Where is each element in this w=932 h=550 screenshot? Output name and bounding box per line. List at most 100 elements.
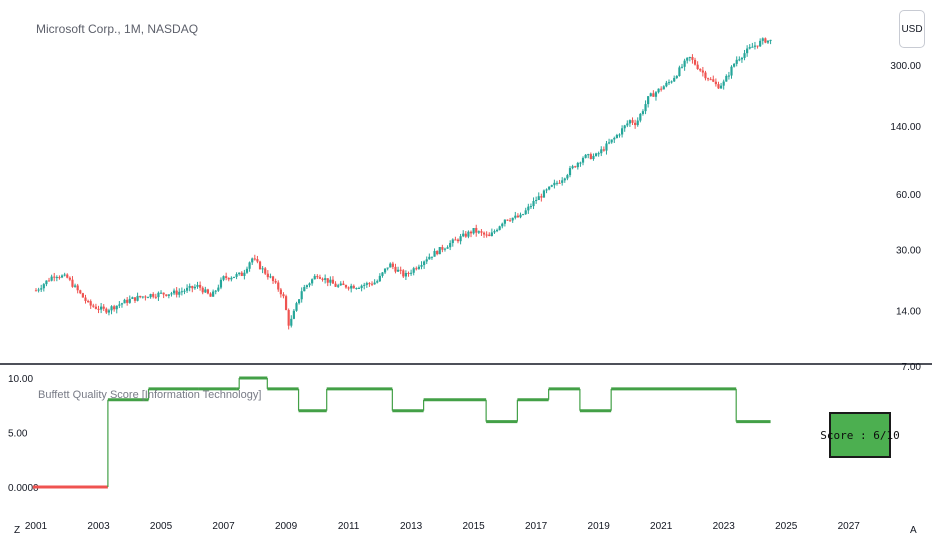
candle-body — [555, 182, 559, 184]
price-tick-label: 140.00 — [890, 122, 921, 133]
time-tick-label: 2007 — [212, 521, 235, 532]
candle-body — [219, 279, 223, 288]
candle-body — [553, 182, 556, 186]
candle-body — [123, 299, 126, 304]
candle-body — [527, 206, 530, 211]
candle-body — [266, 273, 269, 278]
candle-body — [264, 268, 267, 274]
time-tick-label: 2003 — [87, 521, 110, 532]
candle-body — [636, 120, 639, 126]
candle-body — [253, 258, 256, 260]
candle-body — [537, 196, 540, 201]
candle-body — [128, 298, 131, 303]
candle-body — [451, 239, 454, 244]
candle-body — [756, 45, 759, 47]
candle-body — [459, 236, 462, 242]
zoom-out-button[interactable]: Z — [14, 525, 21, 536]
candle-body — [647, 96, 650, 105]
price-tick-label: 7.00 — [902, 362, 922, 373]
score-axis: 10.00 5.00 0.0000 — [8, 374, 39, 494]
candle-body — [722, 81, 725, 86]
candle-body — [545, 189, 548, 191]
time-tick-label: 2009 — [275, 521, 298, 532]
candle-body — [360, 285, 363, 288]
candle-body — [100, 306, 103, 310]
candle-body — [730, 66, 733, 76]
candle-body — [717, 84, 720, 89]
candle-body — [118, 304, 121, 306]
candle-body — [94, 306, 98, 309]
candle-body — [519, 214, 522, 218]
candle-body — [230, 277, 233, 280]
currency-button[interactable]: USD — [899, 10, 925, 48]
candle-body — [506, 219, 509, 221]
candle-body — [524, 210, 527, 215]
candle-body — [597, 153, 600, 155]
candle-body — [386, 267, 389, 269]
candle-body — [157, 292, 160, 298]
candle-body — [316, 276, 319, 278]
candle-body — [321, 278, 324, 280]
candle-body — [764, 38, 767, 43]
candle-body — [159, 292, 163, 294]
candle-body — [185, 287, 189, 291]
candle-body — [113, 306, 116, 310]
candle-body — [172, 290, 176, 294]
candle-body — [79, 290, 82, 294]
indicator-title[interactable]: Buffett Quality Score [Information Techn… — [38, 389, 262, 401]
candle-body — [214, 290, 217, 292]
price-tick-label: 30.00 — [896, 245, 921, 256]
candle-body — [55, 277, 58, 279]
time-axis: 2001 2003 2005 2007 2009 2011 2013 2015 2017 2019… — [25, 521, 860, 532]
candle-body — [222, 276, 225, 280]
auto-scale-button[interactable]: A — [910, 525, 917, 536]
candle-body — [243, 272, 246, 276]
candle-body — [493, 231, 496, 233]
candle-body — [277, 282, 280, 290]
candle-body — [696, 64, 699, 70]
candle-body — [680, 66, 684, 68]
candle-body — [261, 268, 264, 270]
candle-body — [191, 285, 194, 289]
candle-body — [144, 296, 147, 298]
candle-body — [368, 283, 371, 285]
candle-body — [428, 256, 431, 260]
candle-body — [331, 279, 335, 284]
candle-body — [308, 283, 311, 286]
candle-body — [592, 155, 595, 160]
candle-body — [574, 166, 577, 168]
candle-body — [665, 82, 668, 87]
candle-body — [165, 294, 168, 296]
candle-body — [691, 56, 694, 60]
time-tick-label: 2017 — [525, 521, 548, 532]
symbol-title[interactable]: Microsoft Corp., 1M, NASDAQ — [36, 22, 199, 36]
candle-body — [167, 294, 170, 296]
candle-body — [199, 284, 202, 288]
candle-body — [587, 154, 590, 156]
candle-body — [746, 48, 749, 54]
candle-body — [311, 279, 314, 284]
candle-body — [550, 185, 553, 187]
candle-body — [337, 285, 340, 287]
candle-body — [352, 285, 355, 289]
candle-body — [433, 250, 436, 257]
candle-body — [86, 300, 90, 302]
candle-body — [396, 269, 400, 272]
candle-body — [766, 40, 770, 43]
candle-body — [719, 85, 723, 89]
candle-body — [42, 284, 45, 289]
candle-body — [245, 268, 249, 273]
candle-body — [759, 40, 762, 47]
candle-body — [178, 291, 181, 295]
candle-body — [667, 82, 671, 84]
candle-body — [415, 268, 418, 270]
candle-body — [212, 291, 215, 297]
candle-body — [149, 294, 152, 298]
candle-body — [743, 53, 746, 58]
score-tick-label: 5.00 — [8, 429, 28, 440]
candle-body — [511, 217, 514, 221]
candle-body — [613, 137, 616, 140]
price-tick-label: 300.00 — [890, 61, 921, 72]
candle-body — [303, 287, 306, 292]
candle-body — [81, 293, 84, 298]
